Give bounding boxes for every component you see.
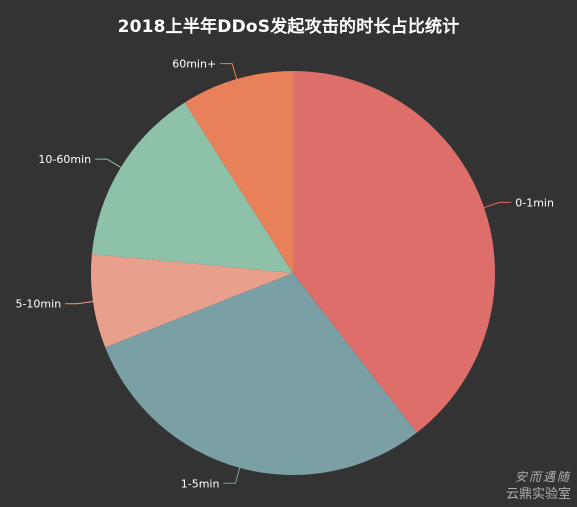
watermark-lab-name: 云鼎实验室 [505, 487, 571, 502]
leader-line-0-1min [483, 201, 512, 209]
pie-slices [91, 71, 495, 475]
leader-line-10-60min [95, 158, 122, 168]
pie-slice-1-5min[interactable] [105, 273, 417, 475]
leader-line-1-5min [223, 467, 241, 484]
slice-label-10-60min: 10-60min [38, 153, 91, 166]
leader-lines [65, 63, 512, 484]
slice-label-0-1min: 0-1min [515, 196, 554, 209]
pie-slice-60minplus[interactable] [184, 71, 293, 273]
slice-label-5-10min: 5-10min [15, 298, 61, 311]
watermark: 安而遇随 云鼎实验室 [506, 469, 571, 503]
slice-label-60minplus: 60min+ [172, 58, 216, 71]
pie-slice-10-60min[interactable] [91, 102, 293, 273]
slice-label-1-5min: 1-5min [181, 477, 220, 490]
chart-title: 2018上半年DDoS发起攻击的时长占比统计 [117, 17, 460, 37]
pie-slice-5-10min[interactable] [91, 253, 294, 348]
leader-line-60minplus [220, 63, 238, 80]
pie-slice-0-1min[interactable] [293, 71, 495, 433]
leader-line-5-10min [65, 300, 94, 305]
slice-labels: 0-1min 1-5min 5-10min 10-60min 60min+ [15, 58, 554, 491]
watermark-signature: 安而遇随 [514, 470, 571, 484]
